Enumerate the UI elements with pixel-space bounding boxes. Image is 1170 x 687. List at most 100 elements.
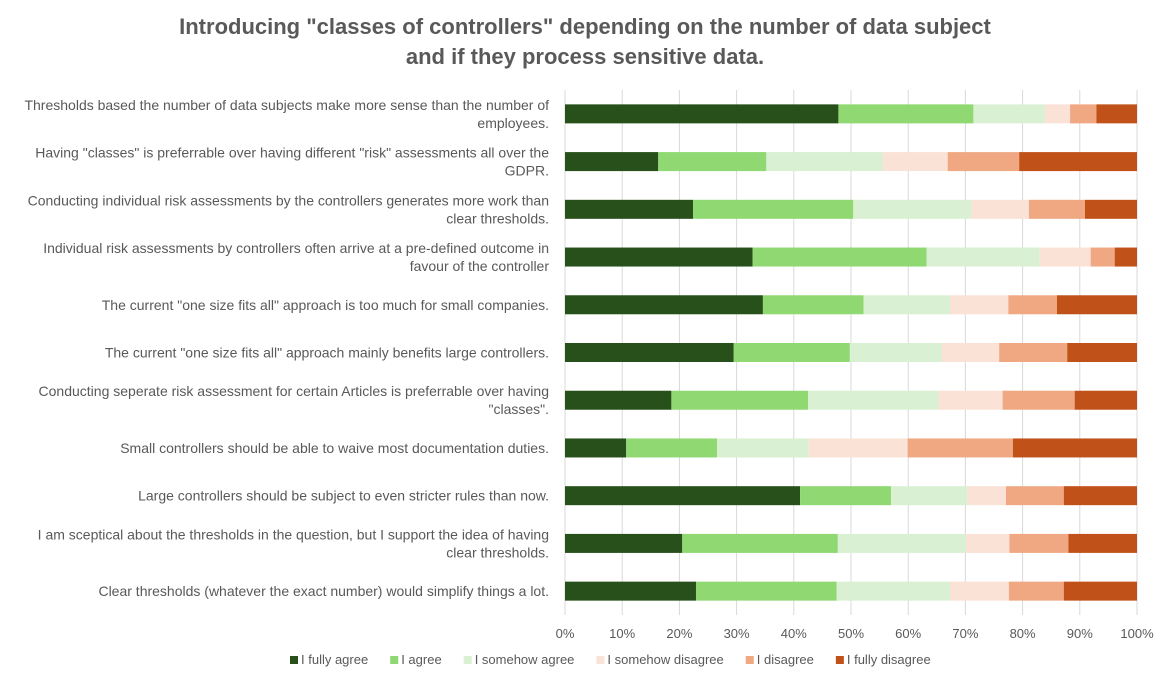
bar-segment-i-disagree	[1070, 104, 1097, 124]
bar-segment-i-fully-agree	[565, 152, 659, 172]
bar-segment-i-fully-disagree	[1063, 486, 1137, 506]
bar-segment-i-fully-disagree	[1012, 438, 1137, 458]
category-label: Clear thresholds (whatever the exact num…	[98, 583, 549, 599]
bar-segment-i-fully-disagree	[1067, 343, 1137, 362]
bar-segment-i-fully-disagree	[1063, 581, 1137, 601]
bar-segment-i-somehow-agree	[863, 295, 950, 315]
bar-segment-i-fully-disagree	[1068, 533, 1137, 553]
bar-segment-i-somehow-agree	[973, 104, 1045, 124]
bar-segment-i-disagree	[1009, 533, 1069, 553]
legend-label: I disagree	[757, 652, 814, 667]
chart-title-line-2: and if they process sensitive data.	[405, 44, 765, 69]
bar-segment-i-disagree	[1028, 199, 1085, 219]
category-label: favour of the controller	[410, 258, 550, 274]
x-tick-label: 80%	[1010, 626, 1036, 641]
bar-segment-i-fully-agree	[565, 486, 801, 506]
category-label: Large controllers should be subject to e…	[138, 488, 549, 504]
bar-segment-i-fully-agree	[565, 199, 694, 219]
bar-segment-i-fully-disagree	[1074, 390, 1137, 410]
chart-title: Introducing "classes of controllers" dep…	[0, 12, 1170, 72]
x-tick-label: 100%	[1120, 626, 1154, 641]
bar-segment-i-somehow-disagree	[1039, 247, 1091, 267]
category-label: "classes".	[488, 401, 549, 417]
legend-swatch	[745, 656, 754, 664]
bar-segment-i-fully-disagree	[1096, 104, 1137, 124]
bar-segment-i-disagree	[1008, 581, 1064, 601]
bar-segment-i-disagree	[907, 438, 1013, 458]
legend-swatch	[390, 656, 399, 664]
category-label: I am sceptical about the thresholds in t…	[38, 526, 549, 542]
x-tick-label: 50%	[838, 626, 864, 641]
bar-segment-i-somehow-disagree	[967, 486, 1007, 506]
category-label: GDPR.	[505, 163, 549, 179]
bar-segment-i-agree	[762, 295, 864, 315]
bar-segment-i-fully-disagree	[1019, 152, 1137, 172]
bar-segment-i-fully-agree	[565, 533, 683, 553]
bar-segment-i-disagree	[1006, 486, 1064, 506]
bar-segment-i-agree	[693, 199, 854, 219]
bar-segment-i-agree	[800, 486, 892, 506]
bar-segment-i-fully-agree	[565, 390, 672, 410]
bar-segment-i-disagree	[1008, 295, 1057, 315]
legend-swatch	[835, 656, 844, 664]
x-tick-label: 60%	[895, 626, 921, 641]
bar-segment-i-agree	[682, 533, 838, 553]
legend-swatch	[463, 656, 472, 664]
bar-segment-i-somehow-disagree	[949, 581, 1009, 601]
bar-segment-i-agree	[658, 152, 767, 172]
bar-segment-i-agree	[626, 438, 718, 458]
bar-segment-i-somehow-agree	[853, 199, 972, 219]
bar-segment-i-somehow-disagree	[1044, 104, 1071, 124]
bar-segment-i-agree	[733, 343, 850, 362]
bar-segment-i-somehow-agree	[926, 247, 1040, 267]
category-label: Conducting individual risk assessments b…	[28, 192, 549, 208]
legend-label: I somehow agree	[475, 652, 575, 667]
legend-label: I agree	[401, 652, 441, 667]
x-tick-label: 0%	[556, 626, 575, 641]
x-tick-label: 10%	[609, 626, 635, 641]
bar-segment-i-somehow-agree	[891, 486, 968, 506]
bar-segment-i-fully-agree	[565, 581, 696, 601]
bar-segment-i-somehow-agree	[836, 581, 950, 601]
legend-label: I fully disagree	[847, 652, 931, 667]
bar-segment-i-somehow-disagree	[883, 152, 948, 172]
bar-segment-i-somehow-agree	[849, 343, 942, 362]
legend-label: I fully agree	[301, 652, 368, 667]
bar-segment-i-fully-agree	[565, 343, 734, 362]
bar-segment-i-disagree	[999, 343, 1068, 362]
bar-segment-i-somehow-agree	[837, 533, 966, 553]
bar-segment-i-somehow-agree	[717, 438, 809, 458]
category-label: The current "one size fits all" approach…	[102, 297, 549, 313]
bar-segment-i-fully-disagree	[1056, 295, 1137, 315]
legend-swatch	[596, 656, 605, 664]
category-label: employees.	[477, 115, 549, 131]
x-tick-label: 70%	[952, 626, 978, 641]
x-tick-label: 30%	[724, 626, 750, 641]
bar-segment-i-fully-disagree	[1114, 247, 1137, 267]
category-label: Thresholds based the number of data subj…	[24, 97, 549, 113]
bar-segment-i-somehow-agree	[808, 390, 939, 410]
x-tick-label: 20%	[666, 626, 692, 641]
bar-segment-i-disagree	[1002, 390, 1075, 410]
bar-segment-i-somehow-disagree	[808, 438, 908, 458]
bar-segment-i-disagree	[947, 152, 1020, 172]
category-label: Small controllers should be able to waiv…	[120, 440, 549, 456]
legend-label: I somehow disagree	[607, 652, 723, 667]
bar-segment-i-fully-agree	[565, 438, 627, 458]
bar-segment-i-somehow-disagree	[965, 533, 1010, 553]
category-label: Having "classes" is preferrable over hav…	[35, 145, 549, 161]
category-label: The current "one size fits all" approach…	[105, 345, 549, 361]
bar-segment-i-fully-disagree	[1084, 199, 1137, 219]
bar-segment-i-fully-agree	[565, 247, 753, 267]
bar-segment-i-somehow-agree	[766, 152, 884, 172]
category-label: Conducting seperate risk assessment for …	[39, 383, 549, 399]
bar-segment-i-agree	[838, 104, 974, 124]
bar-segment-i-somehow-disagree	[941, 343, 1000, 362]
bar-segment-i-agree	[671, 390, 809, 410]
bar-segment-i-somehow-disagree	[938, 390, 1003, 410]
bar-segment-i-agree	[695, 581, 837, 601]
x-tick-label: 90%	[1067, 626, 1093, 641]
category-label: clear thresholds.	[446, 544, 549, 560]
bar-segment-i-somehow-disagree	[949, 295, 1009, 315]
